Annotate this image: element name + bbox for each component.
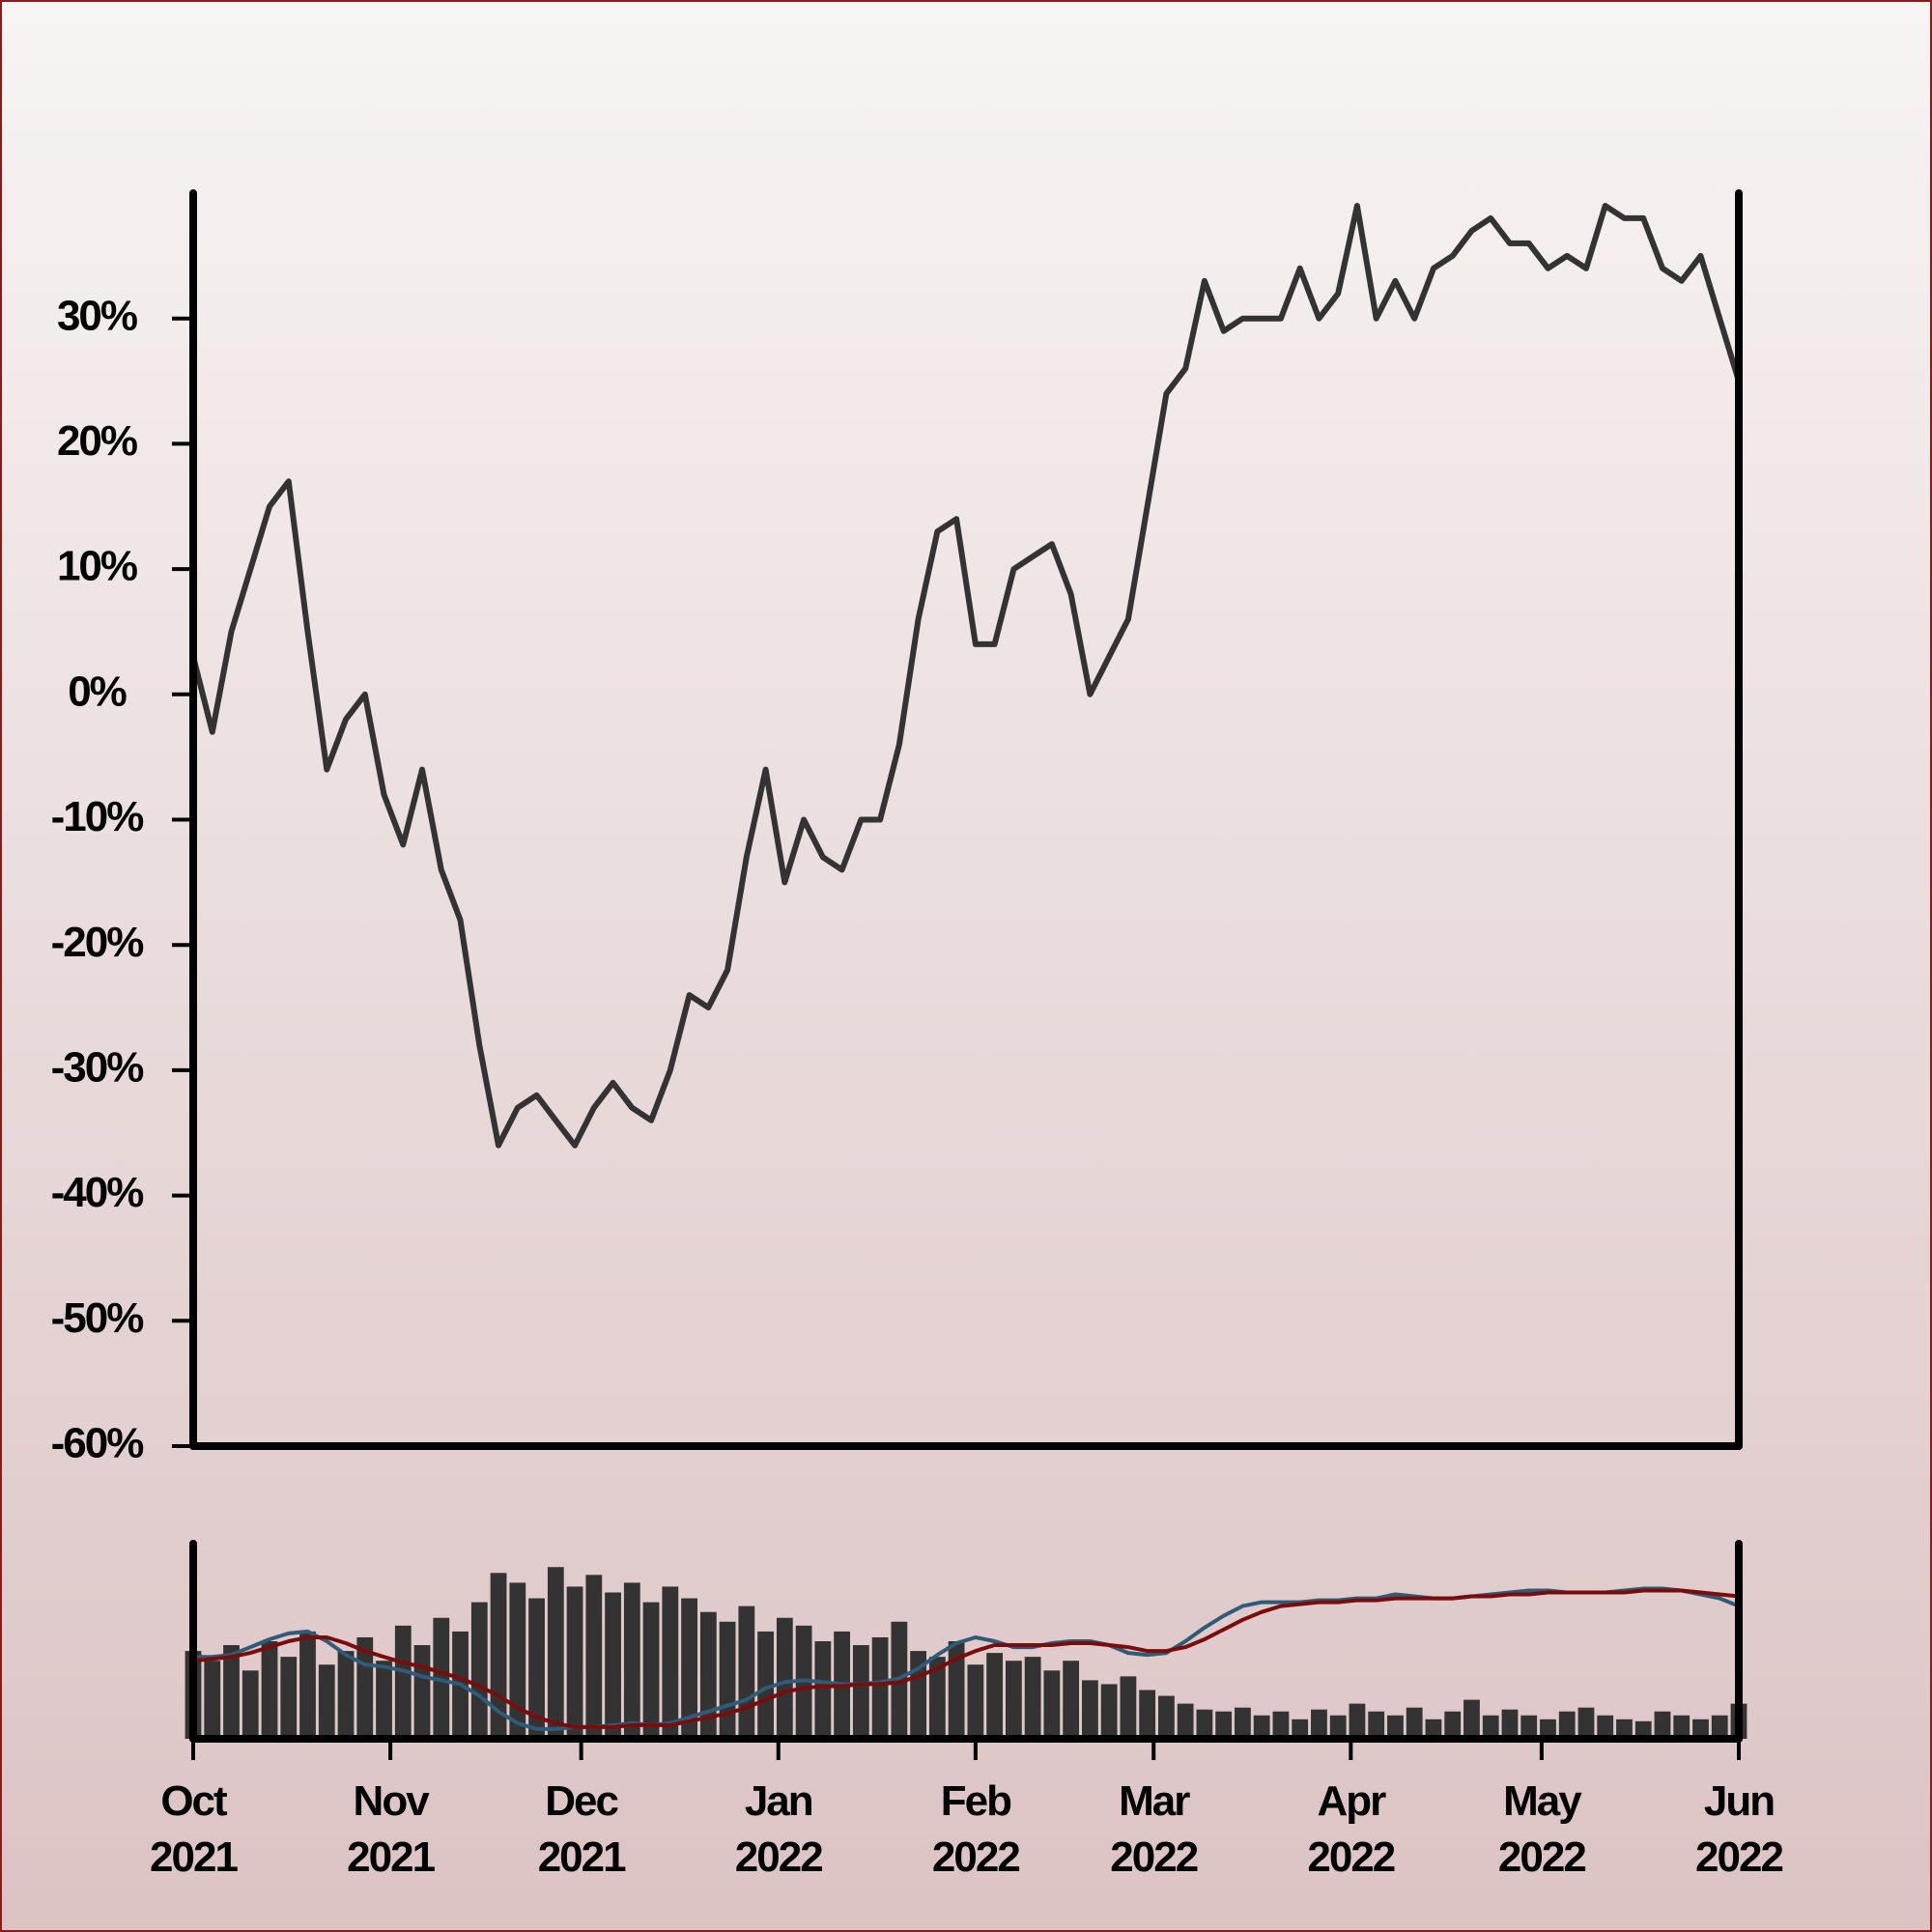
volume-bar — [585, 1575, 603, 1739]
volume-bar — [776, 1617, 793, 1739]
volume-bar — [1120, 1676, 1137, 1739]
volume-bar — [1292, 1719, 1309, 1739]
x-tick-label: Apr 2022 — [1307, 1777, 1396, 1881]
y-tick-label: 30% — [57, 292, 137, 339]
volume-bar — [1520, 1715, 1538, 1739]
volume-bar — [1082, 1680, 1098, 1739]
volume-bar — [1005, 1661, 1022, 1739]
volume-bar — [1577, 1707, 1595, 1739]
x-tick-label: Feb 2022 — [931, 1777, 1021, 1881]
volume-bar — [547, 1567, 564, 1739]
volume-bar — [1215, 1711, 1233, 1739]
volume-bar — [1387, 1715, 1404, 1739]
volume-bar — [1444, 1711, 1462, 1739]
y-tick-label: -30% — [51, 1044, 144, 1092]
volume-bar — [1043, 1670, 1061, 1739]
volume-bar — [1482, 1715, 1499, 1739]
volume-bar — [852, 1645, 869, 1739]
volume-bar — [376, 1661, 392, 1739]
volume-bar — [280, 1657, 298, 1739]
volume-bar — [1463, 1699, 1480, 1739]
volume-bar — [1501, 1709, 1519, 1739]
y-tick-label: 0% — [68, 668, 126, 715]
volume-bar — [1253, 1715, 1270, 1739]
volume-bar — [662, 1586, 679, 1739]
volume-bar — [986, 1653, 1004, 1739]
volume-bar — [699, 1611, 717, 1739]
volume-bar — [566, 1586, 583, 1739]
x-tick-label: Oct 2021 — [150, 1777, 239, 1881]
volume-bar — [1425, 1719, 1442, 1739]
volume-bar — [394, 1625, 412, 1739]
volume-bar — [605, 1592, 621, 1739]
y-tick-label: 20% — [57, 417, 137, 465]
volume-bar — [1540, 1719, 1556, 1739]
volume-bar — [642, 1602, 660, 1739]
volume-bar — [1311, 1709, 1327, 1739]
volume-bar — [1024, 1657, 1041, 1739]
volume-bar — [757, 1631, 774, 1739]
volume-bar — [509, 1582, 526, 1739]
volume-bar — [528, 1598, 545, 1739]
x-tick-label: Jun 2022 — [1695, 1777, 1784, 1881]
volume-bar — [814, 1641, 832, 1739]
volume-bar — [1177, 1703, 1194, 1739]
volume-bar — [1329, 1715, 1347, 1739]
volume-bar — [1349, 1703, 1366, 1739]
volume-bar — [318, 1664, 335, 1739]
volume-bar — [1368, 1711, 1385, 1739]
y-tick-label: -40% — [51, 1169, 144, 1216]
y-tick-label: -50% — [51, 1294, 144, 1342]
volume-bar — [795, 1625, 812, 1739]
volume-bar — [242, 1670, 259, 1739]
volume-bar — [299, 1631, 316, 1739]
price-line — [190, 203, 1742, 1149]
volume-bar — [681, 1598, 697, 1739]
volume-bar — [1616, 1719, 1633, 1739]
volume-bar — [261, 1641, 278, 1739]
volume-bar — [470, 1602, 488, 1739]
x-tick-label: Nov 2021 — [347, 1777, 436, 1881]
volume-bar — [1406, 1707, 1423, 1739]
volume-bar — [1654, 1711, 1671, 1739]
volume-bar — [1692, 1719, 1709, 1739]
volume-bar — [623, 1582, 640, 1739]
volume-bar — [1272, 1711, 1290, 1739]
volume-bar — [337, 1651, 355, 1739]
y-tick-label: -20% — [51, 919, 144, 966]
volume-bar — [1196, 1709, 1213, 1739]
volume-bar — [1235, 1707, 1251, 1739]
volume-bar — [1558, 1711, 1576, 1739]
y-tick-label: -10% — [51, 793, 144, 840]
y-tick-label: 10% — [57, 543, 137, 590]
volume-bar — [204, 1661, 221, 1739]
x-tick-label: Dec 2021 — [537, 1777, 627, 1881]
volume-bar — [1597, 1715, 1614, 1739]
y-tick-label: -60% — [51, 1420, 144, 1467]
volume-bar — [413, 1645, 431, 1739]
x-tick-label: Jan 2022 — [734, 1777, 824, 1881]
volume-bar — [1100, 1684, 1118, 1739]
volume-bar — [1711, 1715, 1728, 1739]
volume-bar — [1634, 1720, 1652, 1739]
volume-bar — [1158, 1695, 1175, 1739]
volume-bar — [1673, 1715, 1690, 1739]
volume-bar — [948, 1641, 965, 1739]
volume-bar — [719, 1621, 736, 1739]
volume-bar — [223, 1645, 240, 1739]
volume-bar — [1139, 1690, 1156, 1739]
volume-bar — [871, 1636, 889, 1739]
x-tick-label: Mar 2022 — [1110, 1777, 1199, 1881]
volume-bar — [1063, 1661, 1080, 1739]
average-line — [192, 1588, 1740, 1729]
volume-bar — [738, 1605, 755, 1739]
x-tick-label: May 2022 — [1497, 1777, 1587, 1881]
volume-bar — [928, 1657, 946, 1739]
volume-bar — [967, 1664, 984, 1739]
